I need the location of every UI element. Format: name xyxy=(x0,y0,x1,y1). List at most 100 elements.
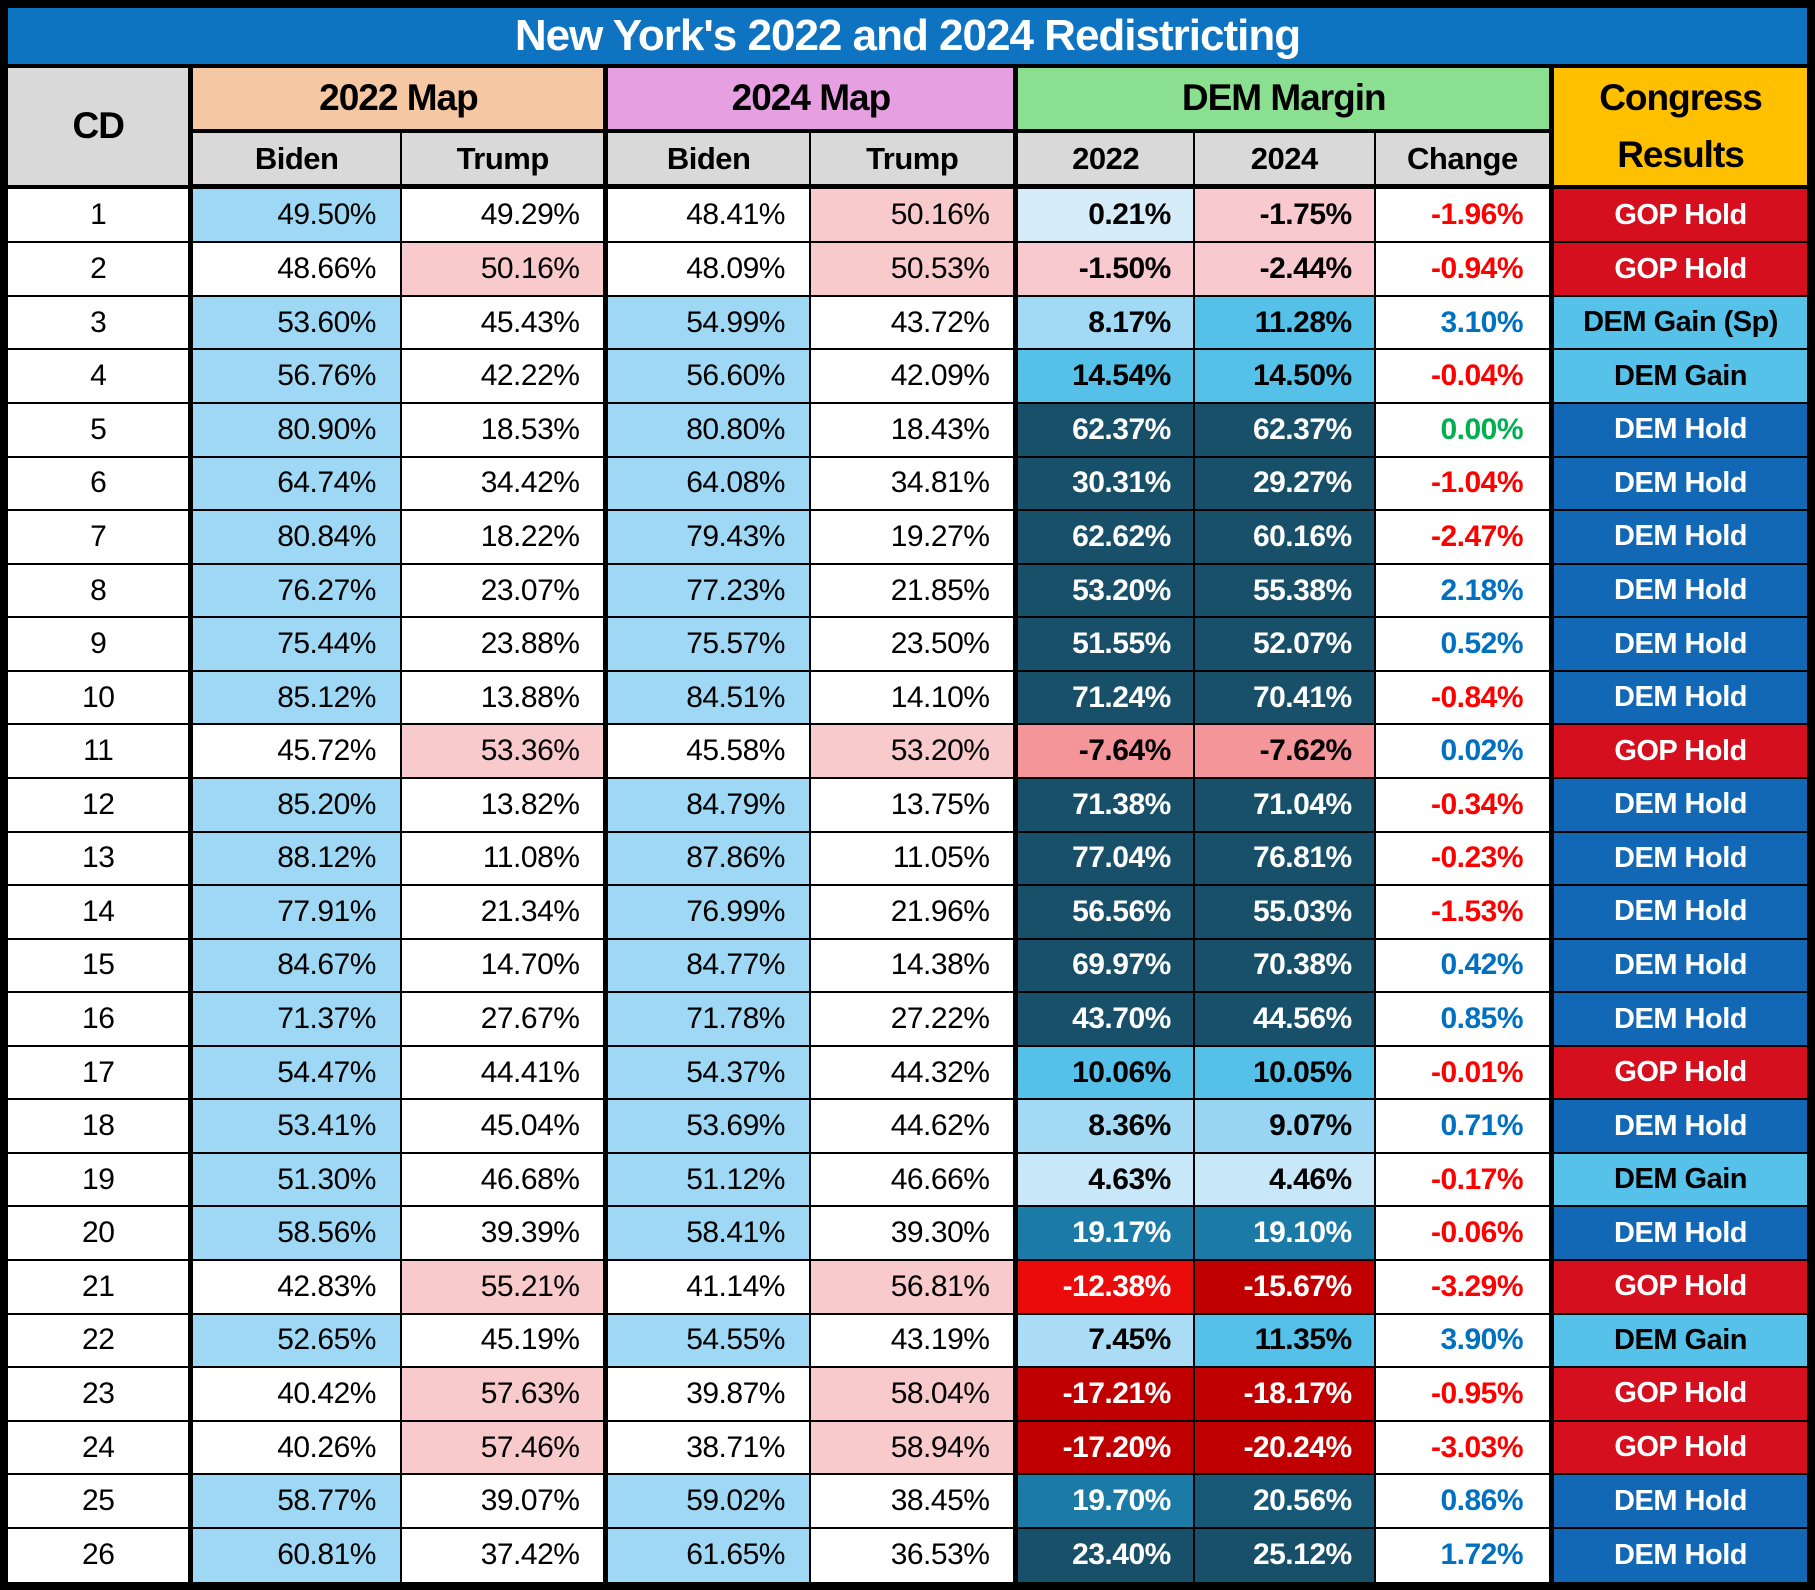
biden-2022-cell: 40.42% xyxy=(188,1366,402,1422)
trump-2022-cell: 11.08% xyxy=(399,830,607,887)
cd-cell: 13 xyxy=(3,830,192,887)
result-cell: DEM Hold xyxy=(1549,616,1813,672)
cd-cell: 19 xyxy=(3,1151,192,1208)
trump-2024-cell: 44.32% xyxy=(808,1044,1017,1101)
cd-cell: 20 xyxy=(3,1205,192,1262)
trump-2022-cell: 39.07% xyxy=(399,1473,607,1529)
district-row: 23 40.42% 57.63% 39.87% 58.04% -17.21% -… xyxy=(3,1366,1813,1422)
trump-2024-cell: 19.27% xyxy=(808,509,1017,565)
result-cell: GOP Hold xyxy=(1549,1419,1813,1476)
district-row: 26 60.81% 37.42% 61.65% 36.53% 23.40% 25… xyxy=(3,1526,1813,1587)
trump-2022-cell: 18.53% xyxy=(399,402,607,458)
margin-2022-cell: 56.56% xyxy=(1013,884,1195,940)
biden-2022-cell: 51.30% xyxy=(188,1151,402,1208)
cd-cell: 2 xyxy=(3,241,192,297)
cd-cell: 5 xyxy=(3,402,192,458)
margin-2022-cell: 0.21% xyxy=(1013,185,1195,244)
margin-2022-cell: 51.55% xyxy=(1013,616,1195,672)
margin-2022-cell: 53.20% xyxy=(1013,562,1195,619)
change-cell: 0.02% xyxy=(1373,723,1553,779)
margin-2024-cell: 52.07% xyxy=(1192,616,1376,672)
district-row: 6 64.74% 34.42% 64.08% 34.81% 30.31% 29.… xyxy=(3,455,1813,512)
margin-2022-cell: 19.17% xyxy=(1013,1205,1195,1262)
change-cell: 2.18% xyxy=(1373,562,1553,619)
biden-2022-cell: 49.50% xyxy=(188,185,402,244)
margin-2024-cell: 11.35% xyxy=(1192,1312,1376,1369)
trump-2024-cell: 36.53% xyxy=(808,1526,1017,1587)
page-title: New York's 2022 and 2024 Redistricting xyxy=(3,3,1812,68)
margin-2024-cell: -18.17% xyxy=(1192,1366,1376,1422)
biden-2022-cell: 52.65% xyxy=(188,1312,402,1369)
group-header-2024-map: 2024 Map xyxy=(603,65,1017,133)
district-row: 10 85.12% 13.88% 84.51% 14.10% 71.24% 70… xyxy=(3,669,1813,726)
district-row: 24 40.26% 57.46% 38.71% 58.94% -17.20% -… xyxy=(3,1419,1813,1476)
margin-2024-cell: -20.24% xyxy=(1192,1419,1376,1476)
result-cell: DEM Hold xyxy=(1549,1205,1813,1262)
margin-2024-cell: 55.03% xyxy=(1192,884,1376,940)
result-cell: DEM Gain xyxy=(1549,1151,1813,1208)
district-row: 7 80.84% 18.22% 79.43% 19.27% 62.62% 60.… xyxy=(3,509,1813,565)
trump-2022-cell: 23.07% xyxy=(399,562,607,619)
margin-2024-cell: 14.50% xyxy=(1192,348,1376,405)
change-cell: -2.47% xyxy=(1373,509,1553,565)
biden-2022-cell: 85.20% xyxy=(188,776,402,833)
biden-2022-cell: 84.67% xyxy=(188,937,402,994)
change-cell: -3.03% xyxy=(1373,1419,1553,1476)
cd-cell: 24 xyxy=(3,1419,192,1476)
column-header-cd: CD xyxy=(3,65,192,189)
margin-2024-cell: 20.56% xyxy=(1192,1473,1376,1529)
biden-2024-cell: 48.09% xyxy=(603,241,811,297)
result-cell: GOP Hold xyxy=(1549,241,1813,297)
result-cell: DEM Gain (Sp) xyxy=(1549,294,1813,351)
result-cell: GOP Hold xyxy=(1549,1259,1813,1315)
cd-cell: 4 xyxy=(3,348,192,405)
district-row: 18 53.41% 45.04% 53.69% 44.62% 8.36% 9.0… xyxy=(3,1098,1813,1154)
biden-2024-cell: 84.51% xyxy=(603,669,811,726)
biden-2022-cell: 45.72% xyxy=(188,723,402,779)
cd-cell: 1 xyxy=(3,185,192,244)
change-cell: 3.10% xyxy=(1373,294,1553,351)
district-row: 13 88.12% 11.08% 87.86% 11.05% 77.04% 76… xyxy=(3,830,1813,887)
subheader-biden-2022: Biden xyxy=(188,129,402,190)
change-cell: -0.84% xyxy=(1373,669,1553,726)
biden-2022-cell: 48.66% xyxy=(188,241,402,297)
trump-2022-cell: 55.21% xyxy=(399,1259,607,1315)
margin-2022-cell: -7.64% xyxy=(1013,723,1195,779)
result-cell: GOP Hold xyxy=(1549,723,1813,779)
district-row: 16 71.37% 27.67% 71.78% 27.22% 43.70% 44… xyxy=(3,991,1813,1047)
margin-2024-cell: 60.16% xyxy=(1192,509,1376,565)
margin-2022-cell: 43.70% xyxy=(1013,991,1195,1047)
trump-2022-cell: 13.82% xyxy=(399,776,607,833)
margin-2024-cell: 9.07% xyxy=(1192,1098,1376,1154)
congress-results-line2: Results xyxy=(1617,134,1745,176)
trump-2024-cell: 13.75% xyxy=(808,776,1017,833)
cd-cell: 14 xyxy=(3,884,192,940)
subheader-biden-2024: Biden xyxy=(603,129,811,190)
biden-2022-cell: 60.81% xyxy=(188,1526,402,1587)
change-cell: -1.04% xyxy=(1373,455,1553,512)
trump-2024-cell: 58.94% xyxy=(808,1419,1017,1476)
result-cell: DEM Hold xyxy=(1549,937,1813,994)
trump-2024-cell: 39.30% xyxy=(808,1205,1017,1262)
cd-cell: 12 xyxy=(3,776,192,833)
trump-2024-cell: 43.19% xyxy=(808,1312,1017,1369)
margin-2024-cell: -2.44% xyxy=(1192,241,1376,297)
congress-results-line1: Congress xyxy=(1599,77,1763,118)
cd-cell: 11 xyxy=(3,723,192,779)
trump-2024-cell: 34.81% xyxy=(808,455,1017,512)
margin-2022-cell: 62.37% xyxy=(1013,402,1195,458)
cd-cell: 26 xyxy=(3,1526,192,1587)
cd-cell: 10 xyxy=(3,669,192,726)
district-row: 25 58.77% 39.07% 59.02% 38.45% 19.70% 20… xyxy=(3,1473,1813,1529)
cd-cell: 21 xyxy=(3,1259,192,1315)
trump-2024-cell: 56.81% xyxy=(808,1259,1017,1315)
result-cell: DEM Hold xyxy=(1549,1473,1813,1529)
biden-2024-cell: 38.71% xyxy=(603,1419,811,1476)
change-cell: -1.53% xyxy=(1373,884,1553,940)
trump-2024-cell: 23.50% xyxy=(808,616,1017,672)
subheader-margin-2024: 2024 xyxy=(1192,129,1376,190)
group-header-2022-map: 2022 Map xyxy=(188,65,607,133)
change-cell: 0.42% xyxy=(1373,937,1553,994)
trump-2024-cell: 14.38% xyxy=(808,937,1017,994)
